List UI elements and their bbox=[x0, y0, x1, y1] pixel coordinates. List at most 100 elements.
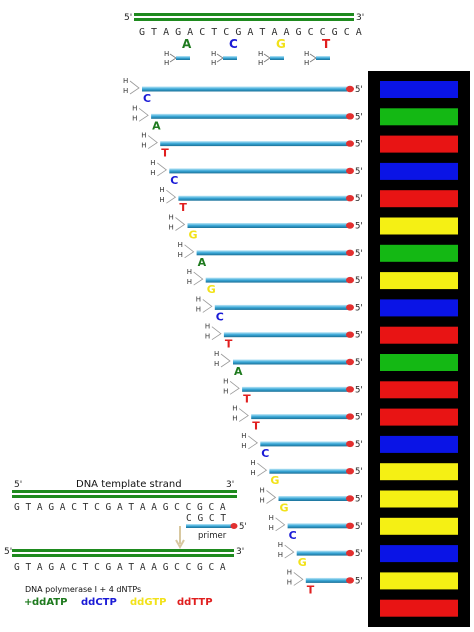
gel-band bbox=[380, 244, 458, 262]
terminal-bond bbox=[257, 462, 268, 477]
gel-band bbox=[380, 162, 458, 180]
bottom-5-prime: 5' bbox=[4, 547, 12, 557]
h-label: H bbox=[150, 159, 155, 167]
legend-item-a: A HH bbox=[164, 37, 192, 67]
fragment-end-cap bbox=[346, 358, 354, 366]
fragment-5-prime: 5' bbox=[355, 495, 363, 505]
primer-label: primer bbox=[198, 531, 227, 541]
terminal-bond bbox=[248, 435, 258, 450]
terminal-bond bbox=[220, 353, 231, 368]
gel-band bbox=[380, 81, 458, 98]
terminal-bond bbox=[293, 572, 304, 586]
top-strand-line bbox=[134, 13, 354, 16]
template-strand-line bbox=[12, 495, 237, 498]
gel-band bbox=[380, 599, 458, 617]
fragment-19: HH 5' T bbox=[287, 568, 363, 596]
dd-term-ddatp: ddATP bbox=[32, 597, 67, 608]
fragment-strand bbox=[160, 141, 350, 147]
fragment-strand bbox=[142, 86, 350, 92]
legend-h-bottom: H bbox=[304, 59, 309, 67]
fragment-5-prime: 5' bbox=[355, 522, 363, 532]
h-label: H bbox=[187, 278, 192, 286]
fragment-base-label: G bbox=[298, 556, 307, 569]
h-label: H bbox=[123, 87, 128, 95]
fragment-end-cap bbox=[346, 331, 354, 338]
dd-term-ddgtp: ddGTP bbox=[130, 597, 167, 608]
gel-band bbox=[380, 408, 458, 426]
fragment-base-label: C bbox=[289, 529, 297, 542]
template-strand-title: DNA template strand bbox=[76, 479, 182, 490]
terminal-bond bbox=[147, 135, 158, 149]
dd-terminators: + ddATP ddCTP ddGTP ddTTP bbox=[24, 597, 213, 608]
fragment-strand bbox=[287, 523, 350, 529]
terminal-bond bbox=[275, 517, 286, 532]
fragment-end-cap bbox=[346, 222, 354, 229]
h-label: H bbox=[132, 114, 137, 122]
fragment-9: HH 5' C bbox=[196, 295, 363, 323]
top-template-strand: 5' 3' G T A G A C T C G A T A A G C C G … bbox=[124, 13, 364, 38]
fragment-base-label: T bbox=[225, 338, 233, 351]
terminal-bond bbox=[238, 408, 249, 422]
legend-item-g: G HH bbox=[258, 37, 286, 67]
fragment-5-prime: 5' bbox=[355, 385, 363, 395]
dd-term-ddttp: ddTTP bbox=[177, 597, 213, 608]
legend-bond bbox=[169, 53, 177, 63]
h-label: H bbox=[178, 241, 183, 249]
legend-h-bottom: H bbox=[211, 59, 216, 67]
legend-strand bbox=[270, 56, 284, 60]
fragment-base-label: C bbox=[216, 310, 224, 323]
gel-bands bbox=[380, 81, 458, 617]
fragment-end-cap bbox=[346, 413, 354, 420]
h-label: H bbox=[132, 104, 137, 112]
fragment-strand bbox=[169, 168, 350, 174]
fragment-6: HH 5' G bbox=[169, 214, 363, 242]
terminal-bond bbox=[175, 217, 186, 231]
fragment-strand bbox=[214, 304, 350, 310]
terminal-bond bbox=[266, 490, 277, 504]
terminal-bond bbox=[184, 244, 195, 259]
fragment-strand bbox=[242, 386, 350, 392]
fragment-8: HH 5' G bbox=[187, 268, 363, 296]
fragment-base-label: T bbox=[243, 392, 251, 405]
h-label: H bbox=[278, 541, 283, 549]
h-label: H bbox=[169, 224, 174, 232]
template-panel: 5' DNA template strand 3' G T A G A C T … bbox=[4, 479, 247, 608]
fragment-end-cap bbox=[346, 140, 354, 147]
fragment-end-cap bbox=[346, 522, 354, 529]
fragment-base-label: C bbox=[261, 447, 269, 460]
fragment-end-cap bbox=[346, 167, 354, 175]
template-sequence: G T A G A C T C G A T A A G C C G C A bbox=[14, 502, 226, 513]
fragment-end-cap bbox=[346, 85, 354, 93]
terminal-bond bbox=[211, 326, 222, 341]
gel-band bbox=[380, 272, 458, 290]
gel-band bbox=[380, 135, 458, 153]
gel-band bbox=[380, 381, 458, 399]
primer-strand bbox=[186, 524, 234, 528]
dd-term-ddctp: ddCTP bbox=[81, 597, 117, 608]
terminal-bond bbox=[138, 107, 149, 122]
fragment-strand bbox=[233, 359, 350, 365]
fragment-base-label: T bbox=[161, 147, 169, 160]
h-label: H bbox=[205, 333, 210, 341]
fragment-16: HH 5' G bbox=[260, 487, 363, 515]
terminal-bond bbox=[202, 299, 213, 313]
h-label: H bbox=[269, 514, 274, 522]
terminal-bond bbox=[193, 271, 204, 286]
legend-strand bbox=[223, 56, 237, 60]
fragment-strand bbox=[278, 496, 350, 501]
legend-strand bbox=[316, 56, 330, 60]
fragment-5-prime: 5' bbox=[355, 85, 363, 95]
fragment-end-cap bbox=[346, 386, 354, 393]
fragment-base-label: A bbox=[198, 256, 207, 269]
legend-h-top: H bbox=[164, 50, 169, 58]
h-label: H bbox=[232, 415, 237, 423]
h-label: H bbox=[260, 497, 265, 505]
legend-strand bbox=[176, 56, 190, 60]
top-strand-5-prime: 5' bbox=[124, 13, 132, 23]
legend-h-top: H bbox=[304, 50, 309, 58]
fragment-5-prime: 5' bbox=[355, 331, 363, 341]
h-label: H bbox=[232, 405, 237, 413]
fragment-end-cap bbox=[346, 113, 354, 120]
fragment-base-label: C bbox=[143, 92, 151, 105]
